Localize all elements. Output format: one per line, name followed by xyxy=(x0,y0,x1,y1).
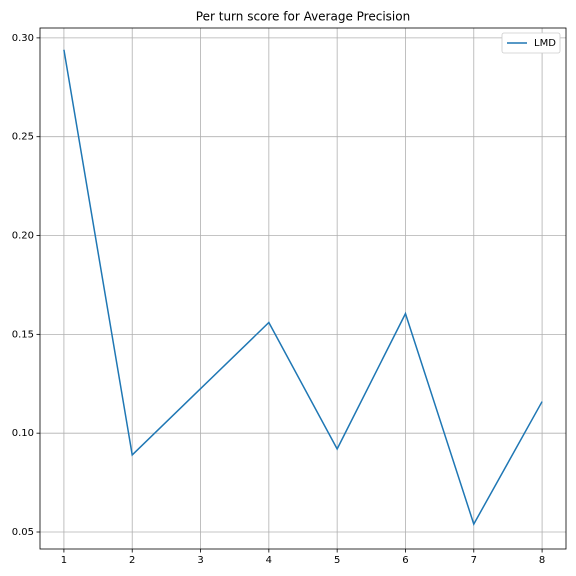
chart-title: Per turn score for Average Precision xyxy=(196,10,410,24)
y-tick-label: 0.30 xyxy=(12,33,34,44)
x-tick-label: 4 xyxy=(266,555,272,566)
x-tick-label: 6 xyxy=(402,555,408,566)
x-tick-label: 3 xyxy=(197,555,203,566)
legend-box xyxy=(501,32,561,54)
x-tick-label: 5 xyxy=(334,555,340,566)
series-line xyxy=(63,49,543,526)
x-tick-label: 7 xyxy=(471,555,477,566)
x-tick-label: 8 xyxy=(539,555,545,566)
y-tick-label: 0.05 xyxy=(12,527,34,538)
y-tick-label: 0.25 xyxy=(12,132,34,143)
legend-label: LMD xyxy=(534,38,556,49)
x-tick-label: 1 xyxy=(61,555,67,566)
plot-frame xyxy=(39,27,567,550)
y-tick-label: 0.20 xyxy=(12,231,34,242)
x-tick-label: 2 xyxy=(129,555,135,566)
y-tick-label: 0.15 xyxy=(12,329,34,340)
y-tick-label: 0.10 xyxy=(12,428,34,439)
